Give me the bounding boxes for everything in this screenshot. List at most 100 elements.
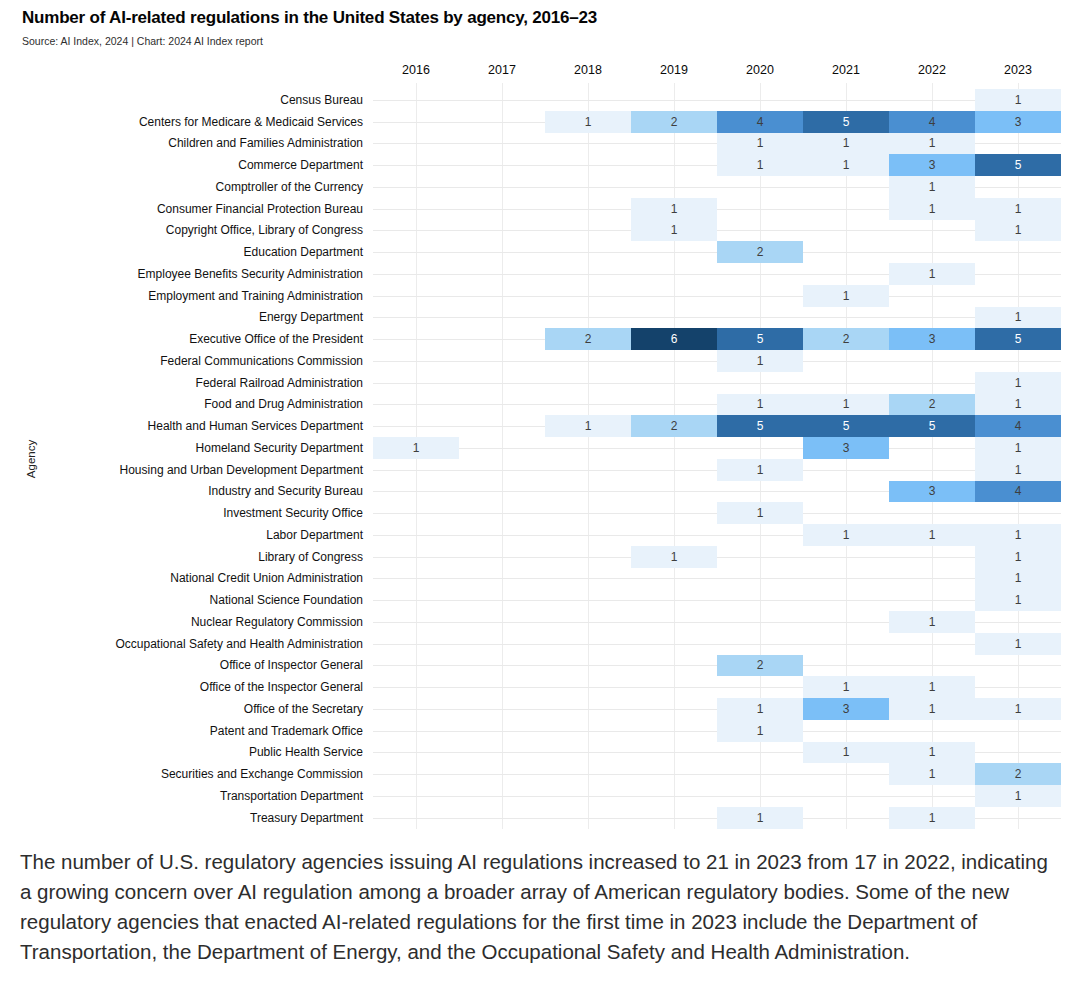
x-axis-tick-label: 2017 bbox=[459, 63, 545, 81]
heatmap-cell: 5 bbox=[803, 111, 889, 133]
row-plot: 1 bbox=[373, 372, 1061, 394]
row-plot: 11 bbox=[373, 220, 1061, 242]
agency-label: Energy Department bbox=[0, 310, 373, 324]
agency-label: Office of the Inspector General bbox=[0, 680, 373, 694]
heatmap-cell: 1 bbox=[889, 742, 975, 764]
row-gridline bbox=[373, 448, 1061, 449]
heatmap: Census Bureau1Centers for Medicare & Med… bbox=[0, 89, 1080, 829]
agency-label: Children and Families Administration bbox=[0, 136, 373, 150]
heatmap-cell: 5 bbox=[803, 415, 889, 437]
heatmap-row: Commerce Department1135 bbox=[0, 154, 1080, 176]
chart-figure: Number of AI-related regulations in the … bbox=[0, 8, 1080, 967]
heatmap-cell: 1 bbox=[975, 372, 1061, 394]
row-plot: 11 bbox=[373, 742, 1061, 764]
heatmap-row: Patent and Trademark Office1 bbox=[0, 720, 1080, 742]
row-plot: 1 bbox=[373, 720, 1061, 742]
row-gridline bbox=[373, 557, 1061, 558]
heatmap-row: Library of Congress11 bbox=[0, 546, 1080, 568]
heatmap-cell: 3 bbox=[889, 328, 975, 350]
x-axis-tick-label: 2020 bbox=[717, 63, 803, 81]
agency-label: Treasury Department bbox=[0, 811, 373, 825]
heatmap-rows: Census Bureau1Centers for Medicare & Med… bbox=[0, 89, 1080, 829]
row-plot: 11 bbox=[373, 459, 1061, 481]
heatmap-cell: 1 bbox=[803, 154, 889, 176]
heatmap-cell: 1 bbox=[717, 394, 803, 416]
heatmap-cell: 1 bbox=[889, 611, 975, 633]
heatmap-cell: 1 bbox=[717, 698, 803, 720]
y-axis-title: Agency bbox=[25, 440, 37, 478]
row-plot: 11 bbox=[373, 676, 1061, 698]
agency-label: Food and Drug Administration bbox=[0, 397, 373, 411]
agency-label: Office of Inspector General bbox=[0, 658, 373, 672]
heatmap-row: Federal Communications Commission1 bbox=[0, 350, 1080, 372]
x-axis-tick-label: 2023 bbox=[975, 63, 1061, 81]
heatmap-row: Employee Benefits Security Administratio… bbox=[0, 263, 1080, 285]
heatmap-cell: 1 bbox=[373, 437, 459, 459]
heatmap-cell: 1 bbox=[717, 459, 803, 481]
heatmap-row: Employment and Training Administration 1 bbox=[0, 285, 1080, 307]
row-plot: 111 bbox=[373, 524, 1061, 546]
agency-label: Education Department bbox=[0, 245, 373, 259]
heatmap-cell: 2 bbox=[803, 328, 889, 350]
agency-label: Homeland Security Department bbox=[0, 441, 373, 455]
row-plot: 11 bbox=[373, 807, 1061, 829]
agency-label: Copyright Office, Library of Congress bbox=[0, 223, 373, 237]
row-gridline bbox=[373, 600, 1061, 601]
heatmap-cell: 1 bbox=[803, 676, 889, 698]
heatmap-row: Copyright Office, Library of Congress11 bbox=[0, 220, 1080, 242]
row-plot: 1 bbox=[373, 633, 1061, 655]
heatmap-row: Education Department2 bbox=[0, 241, 1080, 263]
row-plot: 265235 bbox=[373, 328, 1061, 350]
heatmap-cell: 1 bbox=[717, 720, 803, 742]
agency-label: Occupational Safety and Health Administr… bbox=[0, 637, 373, 651]
row-gridline bbox=[373, 383, 1061, 384]
row-plot: 1 bbox=[373, 611, 1061, 633]
row-plot: 2 bbox=[373, 655, 1061, 677]
heatmap-cell: 1 bbox=[717, 350, 803, 372]
heatmap-cell: 1 bbox=[975, 546, 1061, 568]
row-plot: 1 bbox=[373, 589, 1061, 611]
heatmap-cell: 3 bbox=[803, 698, 889, 720]
row-plot: 1 bbox=[373, 785, 1061, 807]
heatmap-cell: 5 bbox=[717, 415, 803, 437]
heatmap-cell: 5 bbox=[889, 415, 975, 437]
heatmap-cell: 1 bbox=[975, 785, 1061, 807]
heatmap-cell: 2 bbox=[717, 655, 803, 677]
heatmap-cell: 1 bbox=[631, 220, 717, 242]
heatmap-cell: 1 bbox=[803, 524, 889, 546]
row-plot: 111 bbox=[373, 198, 1061, 220]
agency-label: National Credit Union Administration bbox=[0, 571, 373, 585]
agency-label: Housing and Urban Development Department bbox=[0, 463, 373, 477]
heatmap-cell: 1 bbox=[975, 633, 1061, 655]
heatmap-cell: 3 bbox=[803, 437, 889, 459]
heatmap-cell: 1 bbox=[803, 742, 889, 764]
chart-source: Source: AI Index, 2024 | Chart: 2024 AI … bbox=[22, 35, 1080, 47]
agency-label: Office of the Secretary bbox=[0, 702, 373, 716]
agency-label: Library of Congress bbox=[0, 550, 373, 564]
heatmap-row: Food and Drug Administration1121 bbox=[0, 394, 1080, 416]
heatmap-cell: 4 bbox=[975, 415, 1061, 437]
agency-label: Commerce Department bbox=[0, 158, 373, 172]
row-gridline bbox=[373, 317, 1061, 318]
heatmap-row: National Credit Union Administration 1 bbox=[0, 568, 1080, 590]
agency-label: Nuclear Regulatory Commission bbox=[0, 615, 373, 629]
x-axis: 20162017201820192020202120222023 bbox=[0, 63, 1080, 81]
heatmap-cell: 1 bbox=[803, 285, 889, 307]
agency-label: Employment and Training Administration bbox=[0, 289, 373, 303]
row-plot: 1 bbox=[373, 263, 1061, 285]
heatmap-cell: 1 bbox=[975, 307, 1061, 329]
agency-label: Transportation Department bbox=[0, 789, 373, 803]
heatmap-row: Occupational Safety and Health Administr… bbox=[0, 633, 1080, 655]
agency-label: Securities and Exchange Commission bbox=[0, 767, 373, 781]
heatmap-cell: 1 bbox=[975, 437, 1061, 459]
agency-label: Labor Department bbox=[0, 528, 373, 542]
heatmap-cell: 1 bbox=[975, 568, 1061, 590]
heatmap-cell: 1 bbox=[717, 154, 803, 176]
row-plot: 111 bbox=[373, 133, 1061, 155]
row-plot: 124543 bbox=[373, 111, 1061, 133]
x-axis-tick-label: 2019 bbox=[631, 63, 717, 81]
row-plot: 1 bbox=[373, 568, 1061, 590]
agency-label: Federal Railroad Administration bbox=[0, 376, 373, 390]
heatmap-cell: 1 bbox=[717, 502, 803, 524]
row-plot: 12 bbox=[373, 763, 1061, 785]
